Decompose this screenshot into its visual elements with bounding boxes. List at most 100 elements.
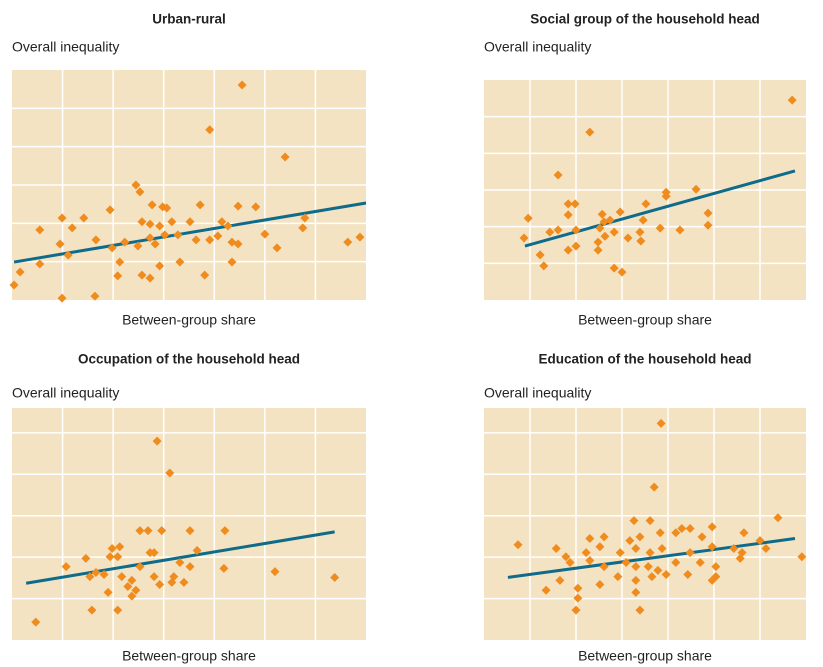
point xyxy=(300,213,310,223)
point xyxy=(615,207,625,217)
point xyxy=(91,235,101,245)
point xyxy=(797,552,807,562)
point xyxy=(145,219,155,229)
point xyxy=(631,543,641,553)
y-axis-label: Overall inequality xyxy=(12,39,119,55)
point xyxy=(597,209,607,219)
point xyxy=(137,270,147,280)
point xyxy=(150,239,160,249)
point xyxy=(635,532,645,542)
point xyxy=(167,217,177,227)
point xyxy=(647,572,657,582)
point xyxy=(219,563,229,573)
point xyxy=(541,585,551,595)
point xyxy=(707,542,717,552)
point xyxy=(175,558,185,568)
point xyxy=(251,202,261,212)
point xyxy=(613,572,623,582)
point xyxy=(755,536,765,546)
point xyxy=(561,552,571,562)
point xyxy=(535,250,545,260)
point xyxy=(585,555,595,565)
point xyxy=(61,562,71,572)
point xyxy=(123,582,133,592)
point xyxy=(105,205,115,215)
point xyxy=(107,243,117,253)
point xyxy=(671,558,681,568)
point xyxy=(621,558,631,568)
point xyxy=(595,223,605,233)
point xyxy=(593,237,603,247)
panel-title: Social group of the household head xyxy=(530,12,760,27)
point xyxy=(280,152,290,162)
point xyxy=(671,528,681,538)
point xyxy=(147,200,157,210)
point xyxy=(761,543,771,553)
point xyxy=(103,587,113,597)
point xyxy=(649,482,659,492)
x-axis-label: Between-group share xyxy=(578,648,712,664)
point xyxy=(565,558,575,568)
point xyxy=(67,223,77,233)
point xyxy=(55,239,65,249)
point xyxy=(595,579,605,589)
point xyxy=(205,235,215,245)
point xyxy=(162,203,172,213)
point xyxy=(185,526,195,536)
point xyxy=(685,524,695,534)
point xyxy=(570,199,580,209)
point xyxy=(85,572,95,582)
trend-line xyxy=(25,530,335,585)
point xyxy=(191,235,201,245)
point xyxy=(79,213,89,223)
trend-line xyxy=(524,169,796,248)
point xyxy=(599,562,609,572)
point xyxy=(179,577,189,587)
point xyxy=(143,526,153,536)
point xyxy=(739,528,749,538)
point xyxy=(563,245,573,255)
point xyxy=(175,257,185,267)
point xyxy=(63,250,73,260)
point xyxy=(205,125,215,135)
point xyxy=(113,605,123,615)
point xyxy=(157,526,167,536)
point xyxy=(571,605,581,615)
point xyxy=(272,243,282,253)
point xyxy=(145,233,155,243)
point xyxy=(573,583,583,593)
point xyxy=(711,572,721,582)
point xyxy=(711,562,721,572)
point xyxy=(87,605,97,615)
point xyxy=(9,280,19,290)
point xyxy=(260,229,270,239)
point xyxy=(192,546,202,556)
point xyxy=(695,558,705,568)
trend-line xyxy=(13,201,367,264)
point xyxy=(31,617,41,627)
point xyxy=(615,548,625,558)
point xyxy=(155,579,165,589)
point xyxy=(599,532,609,542)
point xyxy=(735,553,745,563)
point xyxy=(645,548,655,558)
point xyxy=(113,552,123,562)
point xyxy=(115,542,125,552)
point xyxy=(233,239,243,249)
point xyxy=(655,223,665,233)
point xyxy=(135,526,145,536)
point xyxy=(220,526,230,536)
point xyxy=(571,225,581,235)
point xyxy=(35,259,45,269)
point xyxy=(149,548,159,558)
point xyxy=(133,241,143,251)
point xyxy=(270,567,280,577)
x-axis-label: Between-group share xyxy=(122,648,256,664)
point xyxy=(107,543,117,553)
point xyxy=(185,217,195,227)
point xyxy=(160,230,170,240)
point xyxy=(609,227,619,237)
point xyxy=(298,223,308,233)
